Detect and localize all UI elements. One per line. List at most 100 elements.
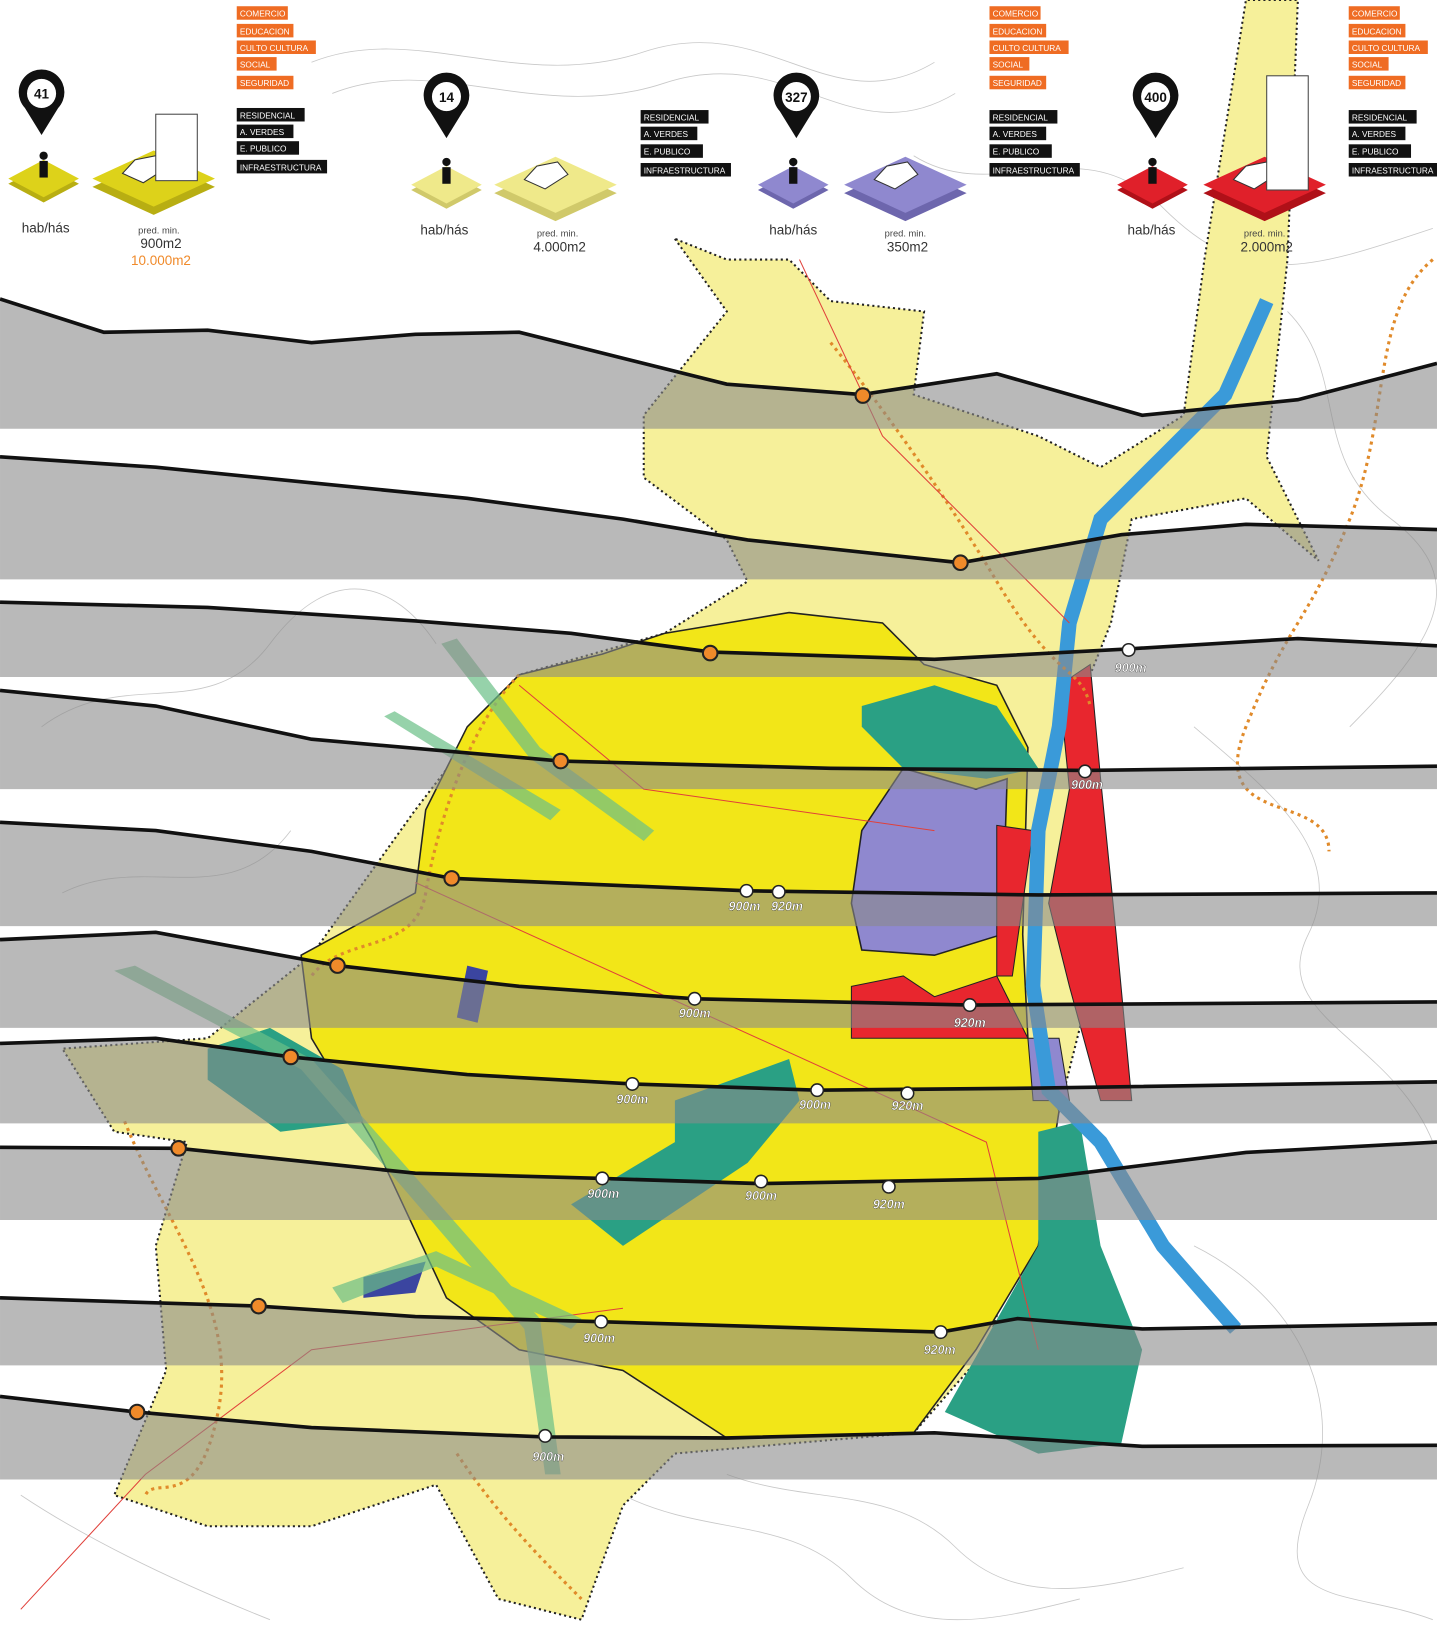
pin-face: [431, 82, 462, 112]
green-area: [861, 685, 1039, 779]
tag-bg: [989, 110, 1058, 124]
elevation-label: 900m: [745, 1189, 777, 1203]
tag-label: CULTO CULTURA: [993, 43, 1062, 53]
lot-size: 2.000m2: [1240, 239, 1292, 254]
lot-size: 4.000m2: [533, 239, 585, 254]
tag-label: E. PUBLICO: [644, 147, 691, 157]
section-line: [0, 1036, 1437, 1092]
lot-label: pred. min.: [138, 226, 179, 236]
tag-bg: [1348, 163, 1437, 177]
elevation-label: 900m: [616, 1093, 648, 1107]
pin-face: [27, 78, 57, 108]
elevation-label: 900m: [679, 1007, 711, 1021]
person-body: [789, 167, 798, 184]
elevation-point: [881, 1179, 896, 1194]
tag-label: SOCIAL: [993, 59, 1024, 69]
tag-bg: [989, 163, 1080, 177]
section-line: [0, 1394, 1437, 1449]
section-profile: [0, 822, 1437, 927]
tag-bg: [640, 126, 698, 141]
person-head: [39, 151, 48, 160]
elevation-point: [595, 1171, 610, 1186]
elevation-sections: 900m 900m 900m 920m 900m 920m 900m 900m 920m 900m…: [0, 297, 1437, 1480]
density-value: 400: [1144, 90, 1167, 105]
person-body: [39, 160, 48, 178]
elevation-point: [538, 1428, 553, 1443]
tag-label: CULTO CULTURA: [1352, 43, 1421, 53]
tag-label: INFRAESTRUCTURA: [240, 162, 322, 172]
tag-bg: [640, 163, 731, 177]
elevation-point: [687, 991, 702, 1006]
elevation-label: 900m: [1115, 661, 1147, 675]
elevation-point: [810, 1083, 825, 1098]
pin-face: [1141, 82, 1171, 112]
elevation-label: 920m: [924, 1343, 956, 1357]
section-node: [552, 752, 569, 770]
tag-label: SEGURIDAD: [240, 78, 289, 88]
person-body: [442, 167, 451, 184]
tag-label: A. VERDES: [240, 127, 285, 137]
tag-label: RESIDENCIAL: [1352, 112, 1408, 122]
tag-bg: [236, 57, 277, 71]
section-node: [250, 1297, 267, 1315]
tag-label: INFRAESTRUCTURA: [1352, 165, 1434, 175]
elevation-label: 900m: [1071, 778, 1103, 792]
tag-bg: [989, 126, 1047, 141]
section-line: [0, 1296, 1437, 1334]
section-node: [443, 870, 460, 887]
density-unit: hab/hás: [769, 223, 817, 238]
tag-label: RESIDENCIAL: [993, 112, 1049, 122]
lot-size: 10.000m2: [131, 253, 191, 268]
person-head: [442, 157, 451, 167]
tag-bg: [236, 75, 294, 90]
section-line: [0, 297, 1437, 418]
tag-label: A. VERDES: [1352, 129, 1397, 139]
section-node: [128, 1403, 146, 1421]
tag-label: E. PUBLICO: [993, 147, 1040, 157]
tag-label: COMERCIO: [1352, 9, 1398, 19]
section-profile: [0, 1038, 1437, 1124]
houses: [873, 161, 919, 190]
tag-label: RESIDENCIAL: [240, 110, 296, 120]
lot-label: pred. min.: [885, 229, 926, 239]
tag-bg: [989, 144, 1052, 158]
elevation-label: 900m: [799, 1098, 831, 1112]
elevation-point: [900, 1086, 915, 1101]
elevation-point: [594, 1314, 609, 1329]
section-node: [854, 387, 872, 404]
elevation-point: [962, 998, 977, 1013]
tag-label: SEGURIDAD: [993, 78, 1042, 88]
elevation-point: [754, 1174, 769, 1189]
section-profile: [0, 602, 1437, 677]
tag-bg: [1348, 75, 1406, 90]
tag-bg: [1348, 110, 1417, 124]
section-profile: [0, 299, 1437, 429]
tag-label: E. PUBLICO: [240, 144, 287, 154]
person-head: [1148, 157, 1157, 167]
section-line: [0, 1140, 1437, 1186]
tag-label: SOCIAL: [240, 59, 271, 69]
elevation-label: 920m: [873, 1198, 905, 1212]
tag-label: COMERCIO: [240, 9, 286, 19]
tag-label: COMERCIO: [993, 9, 1039, 19]
section-profile: [0, 1297, 1437, 1366]
density-unit: hab/hás: [1127, 223, 1175, 238]
platform: [844, 156, 967, 213]
tag-bg: [640, 110, 709, 124]
section-node: [701, 644, 719, 662]
section-node: [952, 554, 969, 572]
tag-bg: [236, 6, 288, 20]
tag-bg: [989, 57, 1030, 71]
elevation-label: 900m: [532, 1450, 564, 1464]
section-profile: [0, 932, 1437, 1028]
tag-bg: [1348, 144, 1412, 158]
platform: [8, 159, 79, 198]
tag-label: A. VERDES: [644, 129, 689, 139]
section-profile: [0, 456, 1437, 580]
tower: [155, 113, 198, 182]
tag-bg: [1348, 126, 1406, 141]
density-unit: hab/hás: [420, 223, 468, 238]
tag-label: SEGURIDAD: [1352, 78, 1401, 88]
